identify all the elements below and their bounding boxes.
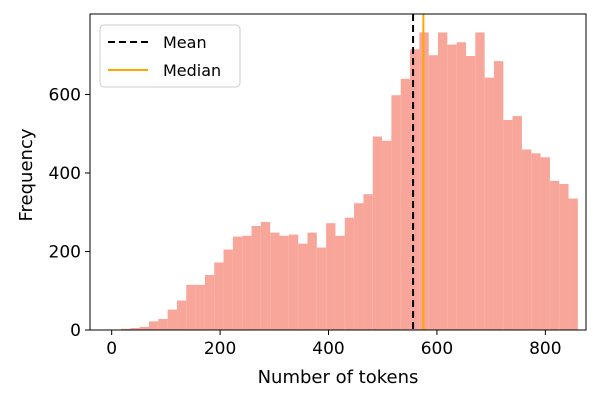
- histogram-bar: [270, 232, 280, 330]
- histogram-bar: [148, 321, 159, 330]
- histogram-bar: [363, 194, 373, 330]
- histogram-bar: [400, 78, 411, 330]
- histogram-bars: [121, 32, 578, 331]
- histogram-bar: [279, 235, 289, 330]
- histogram-bar: [493, 61, 504, 330]
- histogram-bar: [428, 55, 439, 330]
- histogram-bar: [214, 262, 224, 330]
- histogram-bar: [260, 222, 271, 330]
- x-tick-label: 800: [529, 339, 561, 359]
- histogram-bar: [186, 284, 196, 330]
- histogram-bar: [298, 243, 308, 330]
- histogram-bar: [438, 32, 448, 331]
- histogram-bar: [288, 234, 299, 330]
- histogram-bar: [391, 95, 401, 330]
- y-tick-label: 200: [49, 242, 81, 262]
- histogram-bar: [176, 300, 187, 330]
- y-tick-label: 600: [49, 85, 81, 105]
- histogram-bar: [195, 284, 205, 330]
- histogram-bar: [521, 149, 532, 330]
- y-tick-label: 400: [49, 164, 81, 184]
- histogram-bar: [167, 309, 177, 330]
- histogram-bar: [335, 235, 345, 330]
- legend: Mean Median: [99, 24, 241, 88]
- histogram-bar: [204, 275, 215, 330]
- reference-lines: [412, 14, 425, 330]
- histogram-bar: [549, 180, 560, 330]
- x-tick-label: 600: [421, 339, 453, 359]
- histogram-bar: [223, 249, 233, 330]
- x-tick-label: 400: [312, 339, 344, 359]
- histogram-bar: [382, 140, 392, 330]
- histogram-bar: [503, 119, 513, 330]
- histogram-bar: [121, 328, 131, 330]
- histogram-bar: [512, 116, 522, 331]
- histogram-bar: [372, 136, 383, 330]
- y-tick-label: 0: [70, 321, 81, 341]
- x-axis: 0 200 400 600 800: [106, 330, 562, 359]
- histogram-bar: [531, 153, 541, 330]
- histogram-bar: [568, 198, 578, 330]
- histogram-bar: [139, 326, 149, 330]
- plot-frame: [89, 13, 587, 331]
- histogram-bar: [447, 44, 457, 331]
- legend-label: Median: [163, 61, 221, 80]
- x-axis-label: Number of tokens: [258, 367, 419, 388]
- histogram-bar: [130, 328, 140, 330]
- y-axis: 0 200 400 600: [49, 85, 90, 341]
- histogram-bar: [158, 319, 168, 330]
- histogram-bar: [232, 236, 243, 330]
- histogram-bar: [326, 223, 336, 330]
- histogram-bar: [475, 32, 485, 331]
- histogram-bar: [251, 225, 261, 330]
- histogram-bar: [410, 49, 420, 330]
- x-tick-label: 200: [204, 339, 236, 359]
- histogram-bar: [316, 247, 327, 330]
- histogram-bar: [344, 217, 355, 330]
- histogram-bar: [465, 56, 476, 331]
- histogram-bar: [354, 203, 364, 330]
- histogram-bar: [242, 235, 252, 330]
- x-tick-label: 0: [106, 339, 117, 359]
- y-axis-label: Frequency: [16, 128, 37, 221]
- histogram-bar: [484, 77, 494, 330]
- histogram-bar: [307, 232, 317, 330]
- histogram-bar: [540, 157, 550, 330]
- legend-label: Mean: [163, 33, 207, 52]
- histogram-bar: [559, 183, 569, 330]
- histogram-bar: [456, 42, 466, 330]
- legend-box: [99, 24, 241, 88]
